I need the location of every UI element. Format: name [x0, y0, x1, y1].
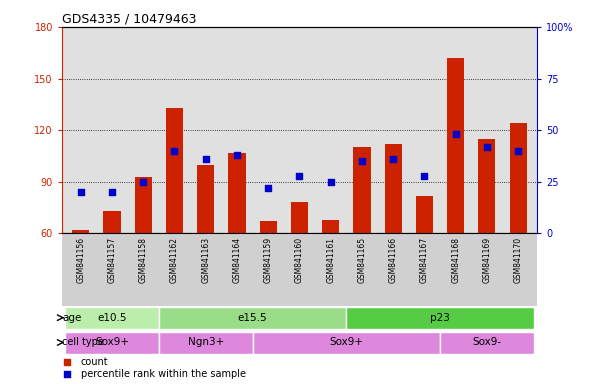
- Text: GSM841162: GSM841162: [170, 237, 179, 283]
- Text: GSM841158: GSM841158: [139, 237, 148, 283]
- Point: [482, 144, 491, 150]
- Bar: [353, 147, 371, 233]
- FancyBboxPatch shape: [253, 332, 440, 354]
- FancyBboxPatch shape: [346, 307, 534, 329]
- Point: [201, 156, 211, 162]
- Point: [170, 148, 179, 154]
- Text: p23: p23: [430, 313, 450, 323]
- Point: [62, 359, 71, 365]
- Text: cell type: cell type: [62, 338, 104, 348]
- Bar: [416, 195, 433, 233]
- Point: [419, 172, 429, 179]
- Point: [232, 152, 242, 158]
- Text: GSM841157: GSM841157: [107, 237, 116, 283]
- FancyBboxPatch shape: [65, 307, 159, 329]
- Text: GSM841169: GSM841169: [483, 237, 491, 283]
- Text: GSM841160: GSM841160: [295, 237, 304, 283]
- Text: age: age: [63, 313, 82, 323]
- FancyBboxPatch shape: [440, 332, 534, 354]
- Text: GDS4335 / 10479463: GDS4335 / 10479463: [62, 13, 196, 26]
- Bar: [385, 144, 402, 233]
- FancyBboxPatch shape: [65, 332, 159, 354]
- Bar: [291, 202, 308, 233]
- Bar: [135, 177, 152, 233]
- Point: [62, 371, 71, 377]
- Text: e15.5: e15.5: [238, 313, 267, 323]
- Text: GSM841156: GSM841156: [76, 237, 85, 283]
- Bar: [447, 58, 464, 233]
- Point: [107, 189, 117, 195]
- Bar: [228, 152, 245, 233]
- Text: GSM841161: GSM841161: [326, 237, 335, 283]
- Text: GSM841165: GSM841165: [358, 237, 366, 283]
- Text: Sox9+: Sox9+: [95, 338, 129, 348]
- Text: GSM841163: GSM841163: [201, 237, 210, 283]
- Text: e10.5: e10.5: [97, 313, 127, 323]
- Text: percentile rank within the sample: percentile rank within the sample: [81, 369, 246, 379]
- Text: GSM841166: GSM841166: [389, 237, 398, 283]
- Point: [139, 179, 148, 185]
- Text: Ngn3+: Ngn3+: [188, 338, 224, 348]
- Text: Sox9-: Sox9-: [473, 338, 502, 348]
- Bar: [197, 165, 214, 233]
- Point: [357, 158, 366, 164]
- Text: GSM841170: GSM841170: [514, 237, 523, 283]
- Bar: [166, 108, 183, 233]
- Bar: [72, 230, 89, 233]
- Text: GSM841167: GSM841167: [420, 237, 429, 283]
- Point: [76, 189, 86, 195]
- Text: Sox9+: Sox9+: [329, 338, 363, 348]
- FancyBboxPatch shape: [159, 307, 346, 329]
- Text: GSM841159: GSM841159: [264, 237, 273, 283]
- Bar: [103, 211, 120, 233]
- Text: GSM841168: GSM841168: [451, 237, 460, 283]
- FancyBboxPatch shape: [159, 332, 253, 354]
- Point: [388, 156, 398, 162]
- Point: [264, 185, 273, 191]
- Bar: [322, 220, 339, 233]
- Point: [294, 172, 304, 179]
- Text: count: count: [81, 357, 109, 367]
- Bar: [510, 123, 527, 233]
- Point: [513, 148, 523, 154]
- Bar: [478, 139, 496, 233]
- Point: [451, 131, 460, 137]
- Text: GSM841164: GSM841164: [232, 237, 241, 283]
- Point: [326, 179, 335, 185]
- Bar: [260, 222, 277, 233]
